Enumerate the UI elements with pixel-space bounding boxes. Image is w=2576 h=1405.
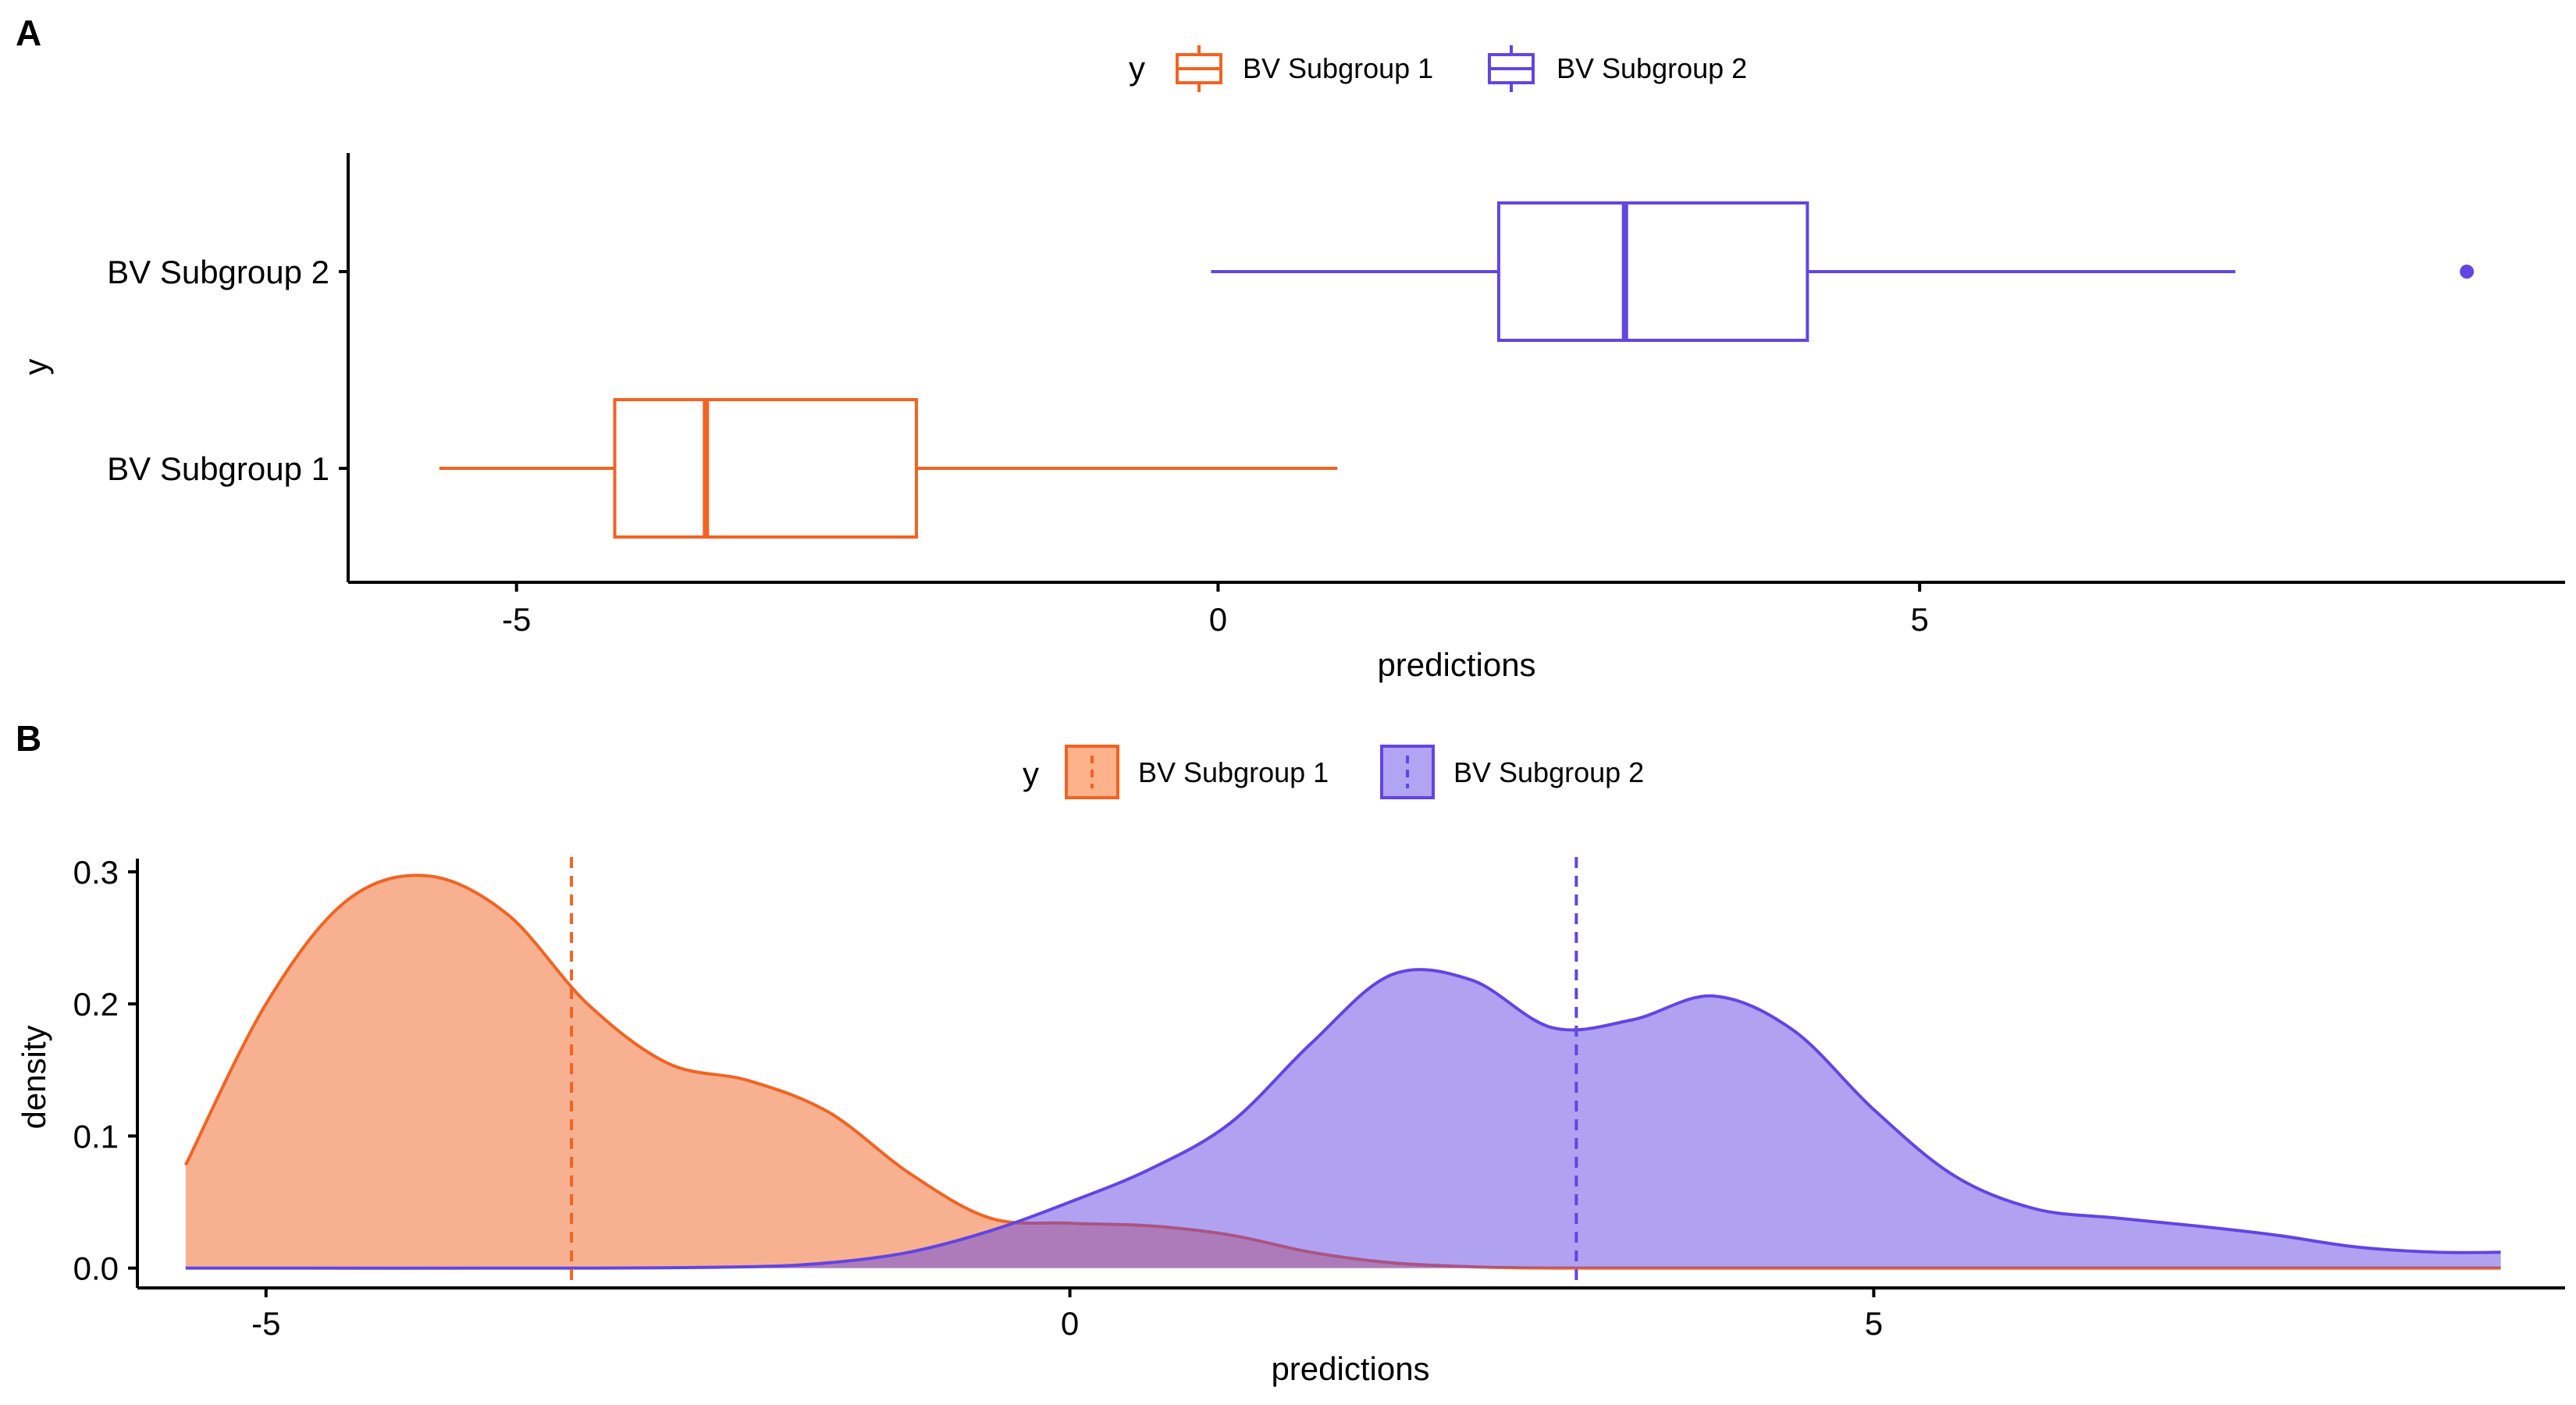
panel-a-y-axis-title: y xyxy=(17,359,54,375)
panel-b-y-axis-title: density xyxy=(16,1025,52,1129)
panel-b-legend-title: y xyxy=(1023,756,1039,792)
panel-a-legend-key-2 xyxy=(1488,45,1535,92)
panel-b-legend: y BV Subgroup 1 BV Subgroup 2 xyxy=(1023,745,1644,799)
panel-b-y-tick-label: 0.0 xyxy=(73,1250,119,1287)
panel-a-legend-label-1: BV Subgroup 1 xyxy=(1243,52,1433,84)
panel-a-legend-key-1 xyxy=(1176,45,1222,92)
panel-b-x-ticks: -5 0 5 xyxy=(251,1288,1883,1342)
panel-b-density-areas xyxy=(184,873,2501,1270)
panel-b-x-tick-label: 5 xyxy=(1865,1305,1883,1342)
panel-b-mean-lines xyxy=(570,857,1578,1288)
panel-b-legend-key-2 xyxy=(1380,745,1435,799)
panel-b-legend-label-1: BV Subgroup 1 xyxy=(1138,756,1329,788)
panel-a-y-ticks: BV Subgroup 1 BV Subgroup 2 xyxy=(107,254,348,487)
density-area-1 xyxy=(185,875,2501,1268)
panel-b-legend-label-2: BV Subgroup 2 xyxy=(1453,756,1644,788)
boxplot-1 xyxy=(439,398,1338,539)
panel-a-x-tick-label: 0 xyxy=(1209,601,1227,638)
boxplot-2 xyxy=(1211,201,2475,342)
boxplot-outlier-point xyxy=(2460,265,2475,279)
panel-a: A y BV Subgroup 1 BV Subgroup 2 BV Subgr… xyxy=(16,12,2565,683)
panel-b-y-ticks: 0.0 0.1 0.2 0.3 xyxy=(73,854,137,1287)
panel-a-boxes xyxy=(439,201,2475,539)
boxplot-box xyxy=(1496,201,1809,342)
panel-a-tag: A xyxy=(16,12,41,53)
panel-b: B y BV Subgroup 1 BV Subgroup 2 0.00.10.… xyxy=(16,718,2565,1387)
panel-b-y-tick-label: 0.2 xyxy=(73,986,119,1023)
boxplot-box xyxy=(613,398,918,539)
panel-a-legend-title: y xyxy=(1129,50,1145,87)
panel-a-x-tick-label: 5 xyxy=(1910,601,1928,638)
panel-b-x-axis-title: predictions xyxy=(1271,1350,1429,1387)
panel-b-x-tick-label: 0 xyxy=(1061,1305,1079,1342)
panel-a-y-tick-label: BV Subgroup 2 xyxy=(107,254,329,290)
panel-a-x-tick-label: -5 xyxy=(502,601,531,638)
panel-b-y-tick-label: 0.3 xyxy=(73,854,119,891)
panel-b-legend-swatch-2 xyxy=(1380,745,1435,799)
density-area-2 xyxy=(185,969,2501,1268)
panel-a-y-tick-label: BV Subgroup 1 xyxy=(107,450,329,487)
panel-b-tag: B xyxy=(16,718,41,759)
panel-b-y-tick-label: 0.1 xyxy=(73,1118,119,1154)
panel-a-legend: y BV Subgroup 1 BV Subgroup 2 xyxy=(1129,45,1747,92)
panel-b-legend-key-1 xyxy=(1065,745,1119,799)
panel-a-x-axis-title: predictions xyxy=(1377,646,1535,683)
panel-a-x-ticks: -5 0 5 xyxy=(502,582,1929,638)
panel-a-legend-label-2: BV Subgroup 2 xyxy=(1557,52,1747,84)
panel-b-x-tick-label: -5 xyxy=(251,1305,280,1342)
density-curve-2 xyxy=(185,968,2501,1270)
